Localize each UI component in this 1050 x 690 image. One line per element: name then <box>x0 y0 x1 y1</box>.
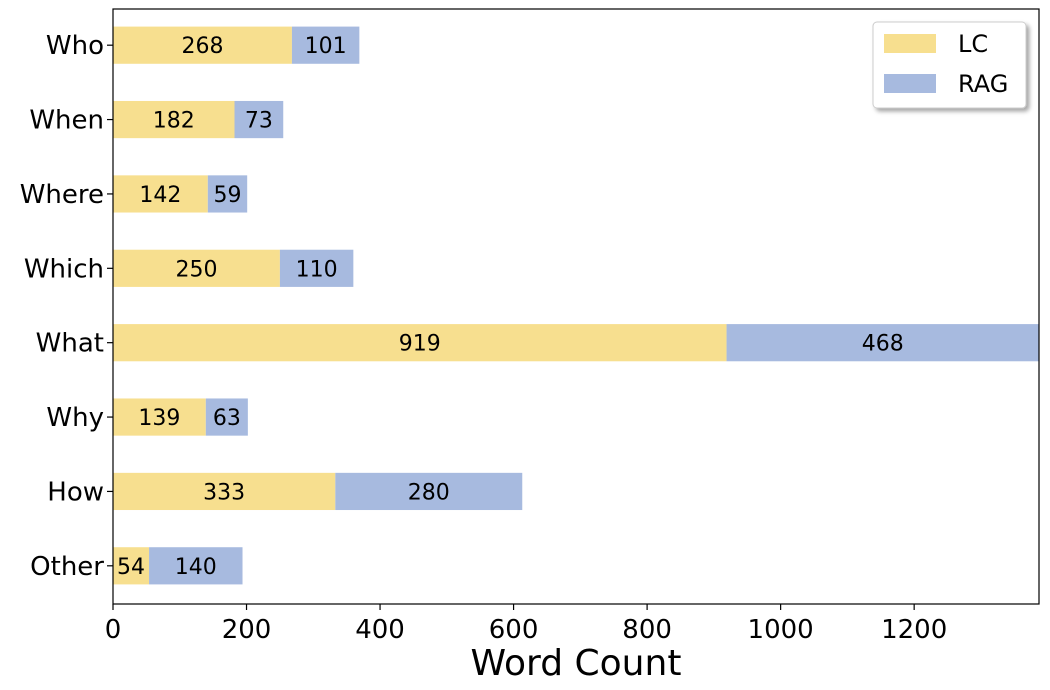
data-label-lc-which: 250 <box>175 257 217 282</box>
legend: LC RAG <box>873 22 1026 108</box>
data-label-lc-why: 139 <box>138 406 180 431</box>
data-label-rag-where: 59 <box>213 183 241 208</box>
x-tick-label-0: 0 <box>105 615 122 645</box>
data-label-lc-what: 919 <box>399 332 441 357</box>
data-label-rag-what: 468 <box>862 332 904 357</box>
x-tick-label-600: 600 <box>489 615 539 645</box>
legend-swatch-rag <box>884 74 936 93</box>
data-label-rag-other: 140 <box>175 555 217 580</box>
data-label-lc-where: 142 <box>139 183 181 208</box>
data-label-lc-other: 54 <box>117 555 145 580</box>
x-tick-label-800: 800 <box>622 615 672 645</box>
legend-label-rag: RAG <box>958 70 1008 98</box>
y-tick-label-why: Why <box>46 403 104 433</box>
y-tick-label-how: How <box>47 477 104 507</box>
y-tick-label-what: What <box>36 329 104 359</box>
data-label-rag-which: 110 <box>296 257 338 282</box>
data-label-lc-when: 182 <box>153 109 195 134</box>
x-tick-label-400: 400 <box>355 615 405 645</box>
x-tick-label-1200: 1200 <box>881 615 947 645</box>
x-tick-label-1000: 1000 <box>748 615 814 645</box>
data-label-rag-who: 101 <box>305 34 347 59</box>
x-axis: 0 200 400 600 800 1000 1200 <box>105 604 948 645</box>
data-label-rag-how: 280 <box>408 480 450 505</box>
legend-swatch-lc <box>884 34 936 53</box>
data-label-lc-who: 268 <box>181 34 223 59</box>
x-tick-label-200: 200 <box>222 615 272 645</box>
y-tick-label-which: Which <box>24 254 104 284</box>
legend-label-lc: LC <box>958 30 988 58</box>
data-label-rag-when: 73 <box>245 109 273 134</box>
data-label-lc-how: 333 <box>203 480 245 505</box>
y-tick-label-where: Where <box>20 180 104 210</box>
y-tick-label-other: Other <box>30 552 104 582</box>
y-tick-label-who: Who <box>46 31 104 61</box>
y-axis: Who When Where Which What Why How Other <box>20 31 113 582</box>
y-tick-label-when: When <box>29 106 104 136</box>
data-label-rag-why: 63 <box>213 406 241 431</box>
x-axis-title: Word Count <box>471 643 682 684</box>
